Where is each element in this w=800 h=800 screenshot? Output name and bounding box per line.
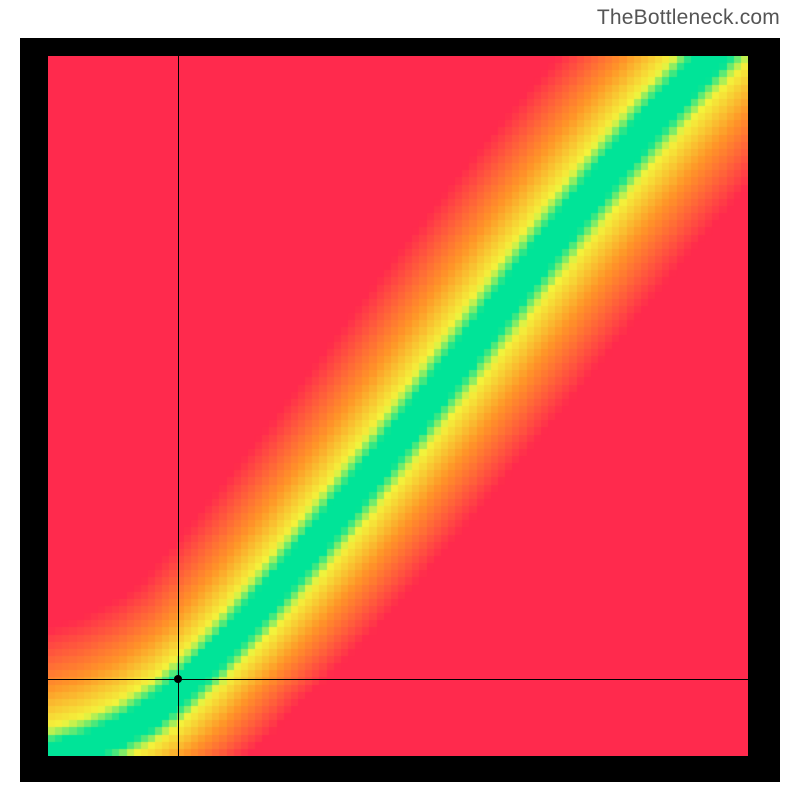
plot-frame — [20, 38, 780, 782]
watermark-text: TheBottleneck.com — [597, 6, 780, 30]
chart-container: TheBottleneck.com — [0, 0, 800, 800]
marker-dot-icon — [174, 675, 182, 683]
plot-area — [48, 56, 748, 756]
crosshair-horizontal — [48, 679, 748, 680]
crosshair-vertical — [178, 56, 179, 756]
heatmap-canvas — [48, 56, 748, 756]
